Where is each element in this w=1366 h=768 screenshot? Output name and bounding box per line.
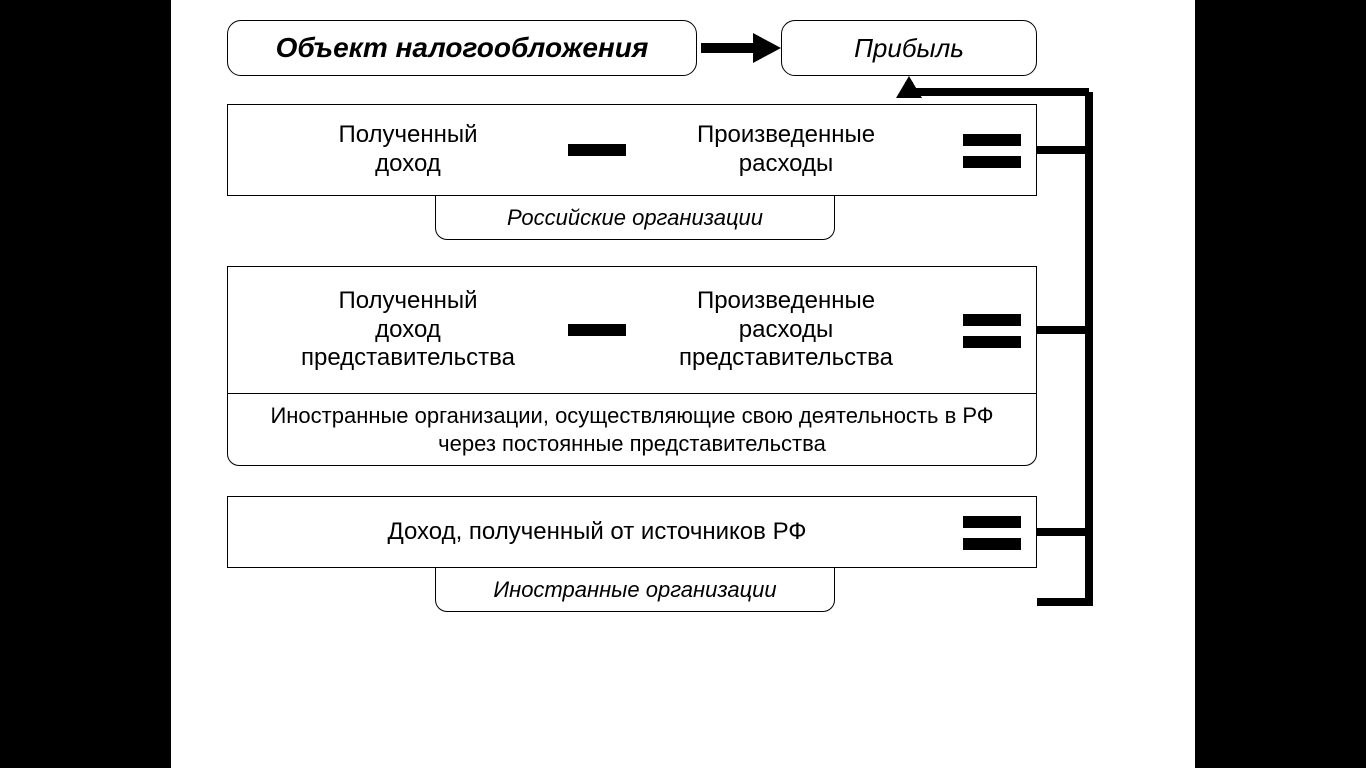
text: Произведенные [697, 287, 875, 316]
row3-text: Доход, полученный от источников РФ [248, 518, 946, 547]
pen-icon[interactable] [201, 746, 215, 760]
text: расходы [739, 316, 834, 345]
row1-caption-box: Российские организации [435, 196, 835, 240]
row3-caption-box: Иностранные организации [435, 568, 835, 612]
row-foreign-perm-est: Полученный доход представительства Произ… [227, 266, 1037, 394]
text: Произведенные [697, 121, 875, 150]
row2-caption-box: Иностранные организации, осуществляющие … [227, 394, 1037, 466]
header-result: Прибыль [854, 33, 964, 64]
menu-icon[interactable] [223, 746, 237, 760]
row-foreign-orgs: Доход, полученный от источников РФ [227, 496, 1037, 568]
text: Полученный [338, 287, 477, 316]
text: представительства [301, 344, 515, 373]
row3-caption: Иностранные организации [493, 577, 776, 603]
slide-stage: Объект налогообложения Прибыль Полученны… [171, 0, 1195, 768]
next-slide-icon[interactable] [245, 746, 259, 760]
minus-icon [568, 324, 626, 336]
row2-caption: Иностранные организации, осуществляющие … [244, 402, 1020, 457]
text: Полученный [338, 121, 477, 150]
presenter-toolbar [179, 746, 259, 760]
text: Доход, полученный от источников РФ [387, 518, 806, 547]
row1-right: Произведенные расходы [626, 121, 946, 179]
row2-right: Произведенные расходы представительства [626, 287, 946, 373]
equals-icon [963, 314, 1021, 348]
equals-icon [963, 134, 1021, 168]
row1-caption: Российские организации [507, 205, 763, 231]
row1-left: Полученный доход [248, 121, 568, 179]
header-result-box: Прибыль [781, 20, 1037, 76]
row2-left: Полученный доход представительства [248, 287, 568, 373]
prev-slide-icon[interactable] [179, 746, 193, 760]
text: расходы [739, 150, 834, 179]
text: представительства [679, 344, 893, 373]
equals-icon [963, 516, 1021, 550]
header-title: Объект налогообложения [276, 32, 649, 64]
minus-icon [568, 144, 626, 156]
header-title-box: Объект налогообложения [227, 20, 697, 76]
row-russian-orgs: Полученный доход Произведенные расходы [227, 104, 1037, 196]
text: доход [375, 316, 441, 345]
text: доход [375, 150, 441, 179]
